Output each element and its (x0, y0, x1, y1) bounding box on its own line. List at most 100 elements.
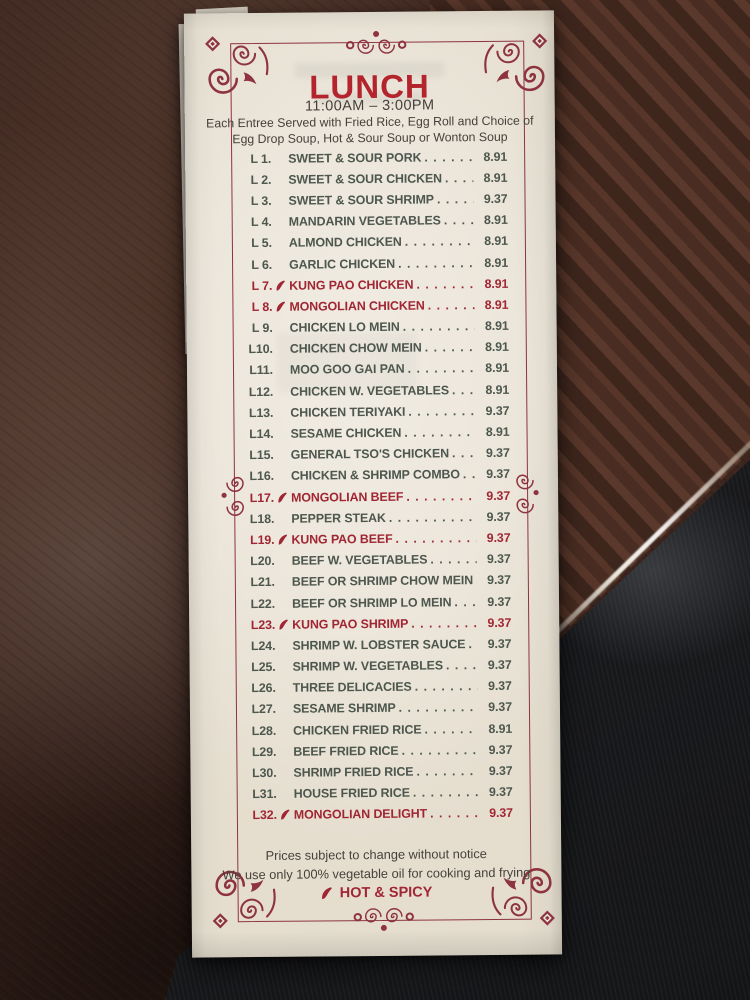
item-name: CHICKEN CHOW MEIN (289, 340, 422, 357)
item-name: HOUSE FRIED RICE (293, 785, 410, 801)
item-name: THREE DELICACIES (292, 679, 412, 695)
menu-item-row: L25. SHRIMP W. VEGETABLES 9.37 (244, 654, 512, 678)
footer-line2: We use only 100% vegetable oil for cooki… (222, 864, 531, 882)
item-price: 8.91 (483, 170, 508, 185)
item-price: 9.37 (489, 806, 513, 821)
item-number: L 4. (250, 215, 272, 230)
item-price: 9.37 (487, 636, 512, 651)
menu-item-row: L 3. SWEET & SOUR SHRIMP 9.37 (239, 188, 508, 212)
item-number: L13. (248, 405, 274, 420)
item-number: L23. (250, 617, 276, 632)
menu-item-row: L32. MONGOLIAN DELIGHT 9.37 (245, 803, 513, 827)
item-number: L24. (250, 638, 276, 653)
item-price: 8.91 (483, 212, 508, 228)
item-name: CHICKEN LO MEIN (289, 319, 400, 335)
item-price: 8.91 (483, 149, 508, 164)
item-number: L11. (249, 363, 274, 378)
item-name: BEEF W. VEGETABLES (291, 552, 428, 568)
item-name: MONGOLIAN DELIGHT (293, 806, 428, 823)
menu-item-row: L 5. ALMOND CHICKEN 8.91 (240, 231, 508, 255)
item-number: L 7. (251, 278, 273, 293)
item-price: 9.37 (485, 446, 510, 461)
item-number: L18. (249, 511, 275, 526)
item-number: L 3. (250, 193, 272, 209)
item-name: BEEF OR SHRIMP LO MEIN (291, 594, 452, 611)
dot-leader (476, 573, 477, 587)
menu-paper: LUNCH 11:00AM – 3:00PM Each Entree Serve… (183, 10, 563, 958)
menu-item-row: L 8. MONGOLIAN CHICKEN 8.91 (240, 294, 509, 318)
dot-leader (395, 531, 476, 546)
item-number: L12. (248, 384, 274, 399)
item-price: 8.91 (484, 234, 508, 249)
dot-leader (463, 468, 476, 482)
dot-leader (430, 806, 479, 820)
dot-leader (398, 256, 474, 271)
item-price: 9.37 (487, 594, 512, 609)
dot-leader (403, 319, 475, 334)
dot-leader (452, 383, 475, 397)
menu-item-row: L 6. GARLIC CHICKEN 8.91 (240, 252, 508, 276)
menu-footer: Prices subject to change without notice … (191, 844, 561, 904)
menu-item-row: L27. SESAME SHRIMP 9.37 (244, 697, 512, 721)
item-number: L21. (250, 575, 275, 590)
menu-item-row: L19. KUNG PAO BEEF 9.37 (242, 527, 511, 551)
item-name: MOO GOO GAI PAN (289, 362, 405, 378)
chili-pepper-icon (272, 279, 289, 291)
dot-leader (452, 446, 476, 460)
chili-pepper-icon (272, 301, 289, 313)
menu-item-row: L31. HOUSE FRIED RICE 9.37 (245, 781, 513, 805)
menu-item-row: L 7. KUNG PAO CHICKEN 8.91 (240, 273, 508, 297)
item-price: 8.91 (485, 424, 510, 440)
menu-item-row: L30. SHRIMP FRIED RICE 9.37 (244, 760, 513, 784)
item-price: 9.37 (487, 679, 512, 694)
dot-leader (446, 658, 478, 672)
item-number: L 8. (251, 299, 273, 314)
item-number: L31. (252, 787, 277, 802)
item-price: 9.37 (486, 530, 511, 545)
item-name: CHICKEN FRIED RICE (293, 722, 422, 738)
scroll-flourish-icon (512, 469, 540, 517)
menu-item-row: L23. KUNG PAO SHRIMP 9.37 (243, 612, 512, 636)
dot-leader (468, 637, 477, 651)
menu-item-row: L15. GENERAL TSO'S CHICKEN 9.37 (242, 442, 510, 466)
chili-pepper-icon (321, 887, 335, 901)
item-price: 9.37 (487, 615, 512, 630)
dot-leader (416, 277, 474, 292)
dot-leader (406, 489, 476, 504)
dot-leader (445, 171, 474, 185)
item-name: GARLIC CHICKEN (289, 256, 396, 272)
menu-item-row: L 4. MANDARIN VEGETABLES 8.91 (240, 209, 508, 233)
dot-leader (408, 404, 475, 419)
item-number: L 6. (251, 257, 273, 272)
dot-leader (425, 340, 475, 354)
dot-leader (444, 213, 474, 227)
item-price: 8.91 (485, 382, 510, 397)
item-number: L16. (249, 469, 274, 484)
hot-spicy-label: HOT & SPICY (339, 884, 433, 902)
menu-item-row: L24. SHRIMP W. LOBSTER SAUCE 9.37 (243, 633, 512, 657)
dot-leader (430, 552, 476, 566)
chili-pepper-icon (274, 491, 291, 503)
item-name: SESAME CHICKEN (290, 425, 402, 441)
item-number: L 2. (250, 172, 272, 187)
item-price: 8.91 (485, 361, 510, 376)
item-name: SWEET & SOUR CHICKEN (288, 171, 442, 187)
menu-item-row: L17. MONGOLIAN BEEF 9.37 (242, 485, 511, 509)
item-price: 8.91 (484, 297, 509, 312)
item-price: 8.91 (484, 318, 509, 334)
dot-leader (428, 298, 475, 312)
dot-leader (424, 150, 473, 164)
menu-items: L 1. SWEET & SOUR PORK 8.91 L 2. SWEET & SOU… (239, 146, 513, 826)
item-number: L25. (251, 659, 276, 675)
item-price: 9.37 (486, 488, 511, 503)
chili-pepper-icon (277, 809, 294, 821)
dot-leader (416, 764, 478, 779)
item-number: L17. (249, 490, 275, 505)
item-price: 9.37 (483, 191, 508, 206)
dot-leader (415, 679, 478, 694)
item-name: MANDARIN VEGETABLES (288, 213, 441, 229)
item-number: L32. (252, 808, 277, 823)
item-price: 9.37 (488, 742, 513, 757)
dot-leader (401, 743, 478, 758)
